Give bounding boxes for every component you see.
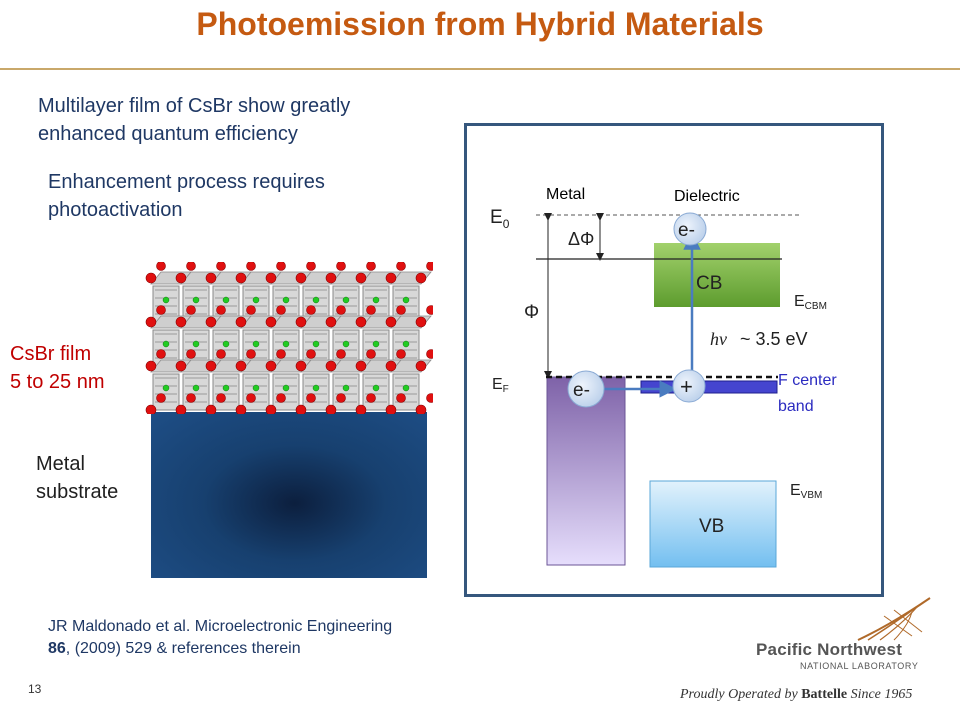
csbr-crystal-lattice-image [145,262,433,414]
metal-substrate-label: Metal substrate [36,450,118,506]
csbr-film-label: CsBr film 5 to 25 nm [10,340,105,396]
reference-citation: JR Maldonado et al. Microelectronic Engi… [48,616,468,660]
fermi-level-label: EF [492,376,509,395]
page-number: 13 [28,682,42,696]
dielectric-label: Dielectric [674,188,740,205]
evbm-label: EVBM [790,482,822,501]
logo-subtitle: NATIONAL LABORATORY [800,661,919,671]
hole-icon [672,369,706,403]
reference-volume: 86 [48,640,66,657]
excited-electron-icon [673,212,707,246]
reference-text: JR Maldonado et al. Microelectronic Engi… [48,618,393,635]
csbr-film-label-line1: CsBr film [10,343,92,365]
conduction-band-block [654,243,780,307]
phi-label: Φ [524,302,539,323]
ecbm-label: ECBM [794,293,827,312]
metal-substrate-block [151,412,427,578]
cb-label: CB [696,273,722,294]
logo-name: Pacific Northwest [756,640,903,659]
operated-by-tagline: Proudly Operated by Battelle Since 1965 [680,687,913,702]
photon-energy-label: ~ 3.5 eV [740,329,808,349]
excited-electron-label: e- [678,220,695,241]
reference-details: , (2009) 529 & references therein [65,640,301,657]
metal-substrate-label-line1: Metal [36,453,85,475]
vacuum-level-label: E0 [490,207,510,231]
photon-symbol: hν [710,329,727,349]
delta-phi-label: ΔΦ [568,229,594,249]
title-divider [0,68,960,70]
energy-band-diagram: Metal Dielectric E0 CB ΔΦ Φ ECBM hν ~ 3.… [490,186,837,568]
f-center-label-line2: band [778,398,814,415]
metal-electron-icon [567,370,605,408]
f-center-label-line1: F center [778,372,837,389]
bullet-quantum-efficiency: Multilayer film of CsBr show greatly enh… [38,95,351,145]
valence-band-block [649,480,777,568]
hole-label: + [680,374,693,399]
slide-title: Photoemission from Hybrid Materials [196,6,764,42]
vb-label: VB [699,516,724,537]
pnnl-logo-icon [857,597,931,641]
metal-label: Metal [546,186,585,203]
metal-substrate-label-line2: substrate [36,481,119,503]
csbr-film-label-line2: 5 to 25 nm [10,371,105,393]
metal-electron-label: e- [573,380,590,401]
bullet-photoactivation: Enhancement process requires photoactiva… [48,171,325,221]
f-center-band [640,380,778,394]
energy-diagram-panel [464,123,884,597]
